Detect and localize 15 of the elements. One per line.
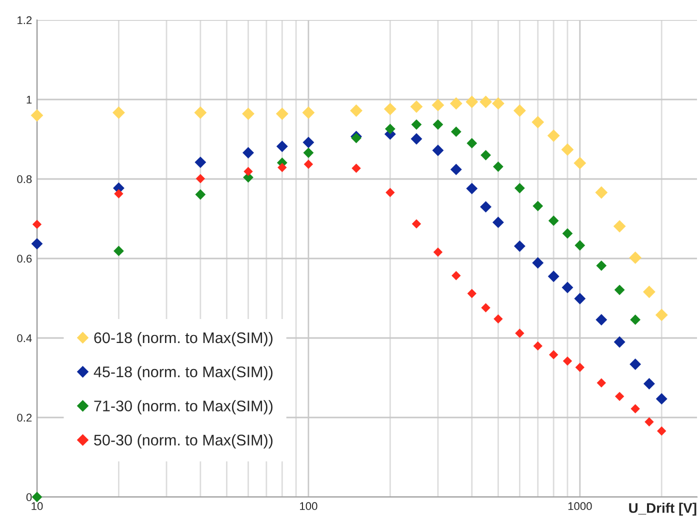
legend-label: 45-18 (norm. to Max(SIM)): [94, 366, 272, 380]
y-tick-label: 1.2: [18, 16, 32, 24]
x-tick-label: 10: [32, 502, 43, 510]
y-tick-label: 0.2: [17, 414, 32, 422]
y-tick-label: 1: [26, 96, 32, 104]
legend-label: 60-18 (norm. to Max(SIM)): [94, 332, 272, 346]
x-tick-label: 100: [300, 502, 318, 510]
x-axis-title: U_Drift [V]: [629, 502, 696, 516]
y-tick-label: 0: [26, 493, 32, 502]
y-tick-label: 0.8: [17, 175, 32, 184]
legend-label: 50-30 (norm. to Max(SIM)): [94, 434, 272, 449]
y-tick-label: 0.4: [17, 334, 32, 342]
y-tick-label: 0.6: [17, 254, 32, 263]
x-tick-label: 1000: [568, 502, 592, 510]
legend-label: 71-30 (norm. to Max(SIM)): [94, 400, 272, 414]
